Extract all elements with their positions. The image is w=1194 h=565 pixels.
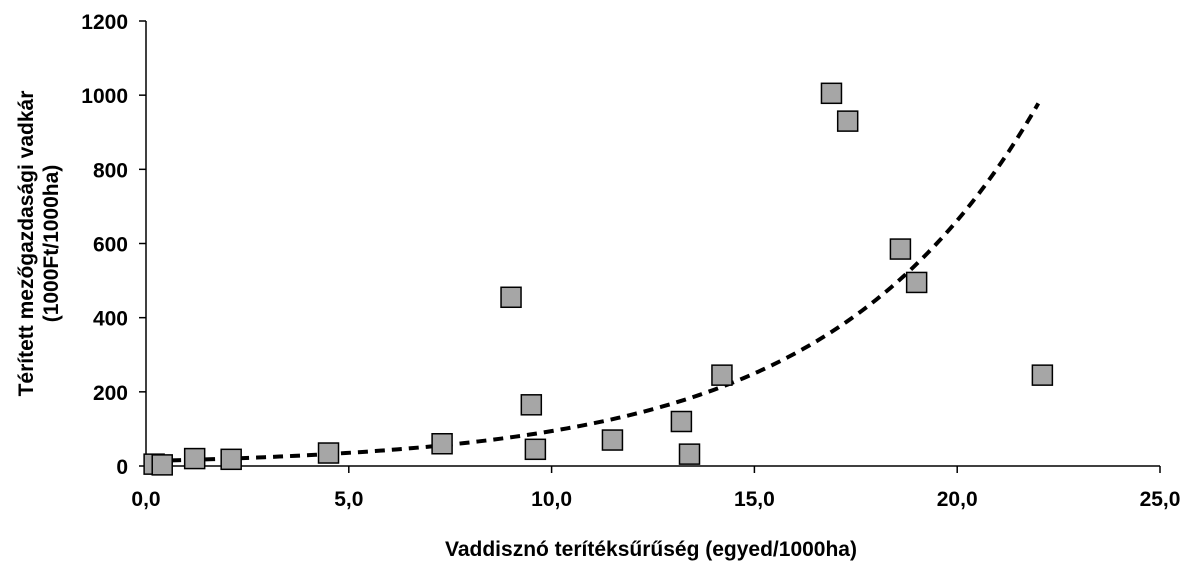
x-tick-label: 5,0 xyxy=(334,488,363,511)
y-tick-label: 600 xyxy=(93,234,128,257)
x-tick-label: 10,0 xyxy=(531,488,572,511)
trendline-group xyxy=(154,102,1041,463)
data-point xyxy=(524,438,547,461)
axes xyxy=(145,21,1160,467)
x-tick-label: 0,0 xyxy=(131,488,160,511)
y-tick-label: 800 xyxy=(93,159,128,182)
data-point xyxy=(183,447,206,470)
data-point xyxy=(678,443,701,465)
y-tick-label: 1000 xyxy=(81,85,128,108)
data-point xyxy=(500,286,522,309)
y-axis-title-line-2: (1000Ft/1000ha) xyxy=(40,165,63,323)
data-point xyxy=(601,429,624,451)
y-tick-label: 0 xyxy=(116,456,128,479)
y-axis-title: Térített mezőgazdasági vadkár (1000Ft/10… xyxy=(15,91,63,397)
data-point xyxy=(520,394,543,416)
y-axis-title-line-1: Térített mezőgazdasági vadkár xyxy=(15,91,38,397)
x-tick-label: 20,0 xyxy=(937,488,978,511)
y-tick-label: 400 xyxy=(93,308,128,331)
ticks: 0,0 5,0 10,0 15,0 20,0 25,0 0 200 400 600 800 1000 1… xyxy=(81,11,1180,511)
data-point xyxy=(905,271,928,294)
trendline xyxy=(154,102,1041,463)
data-point xyxy=(836,110,859,132)
data-point xyxy=(220,448,242,471)
data-points xyxy=(143,82,1054,476)
data-point xyxy=(151,454,173,476)
y-tick-label: 200 xyxy=(93,382,128,405)
x-tick-label: 15,0 xyxy=(734,488,775,511)
data-point xyxy=(889,238,912,260)
data-point xyxy=(670,410,693,433)
y-tick-label: 1200 xyxy=(81,11,128,34)
x-axis-title: Vaddisznó terítéksűrűség (egyed/1000ha) xyxy=(445,538,857,561)
data-point xyxy=(711,364,733,386)
data-point xyxy=(1031,364,1054,386)
data-point xyxy=(820,82,843,105)
data-point xyxy=(317,442,340,464)
x-tick-label: 25,0 xyxy=(1140,488,1181,511)
data-point xyxy=(431,433,453,455)
